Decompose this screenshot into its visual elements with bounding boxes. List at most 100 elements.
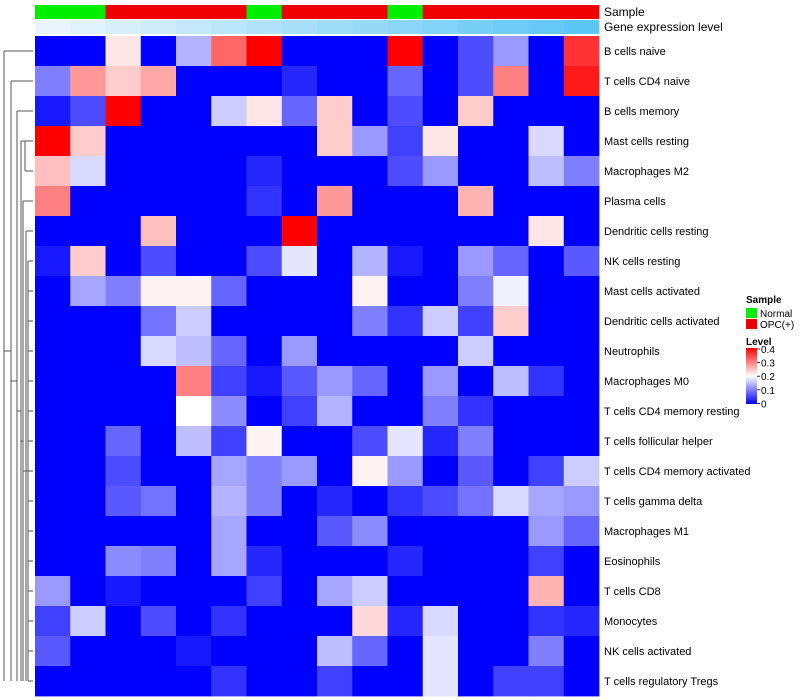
heatmap-cell xyxy=(563,576,600,607)
heatmap-cell xyxy=(246,486,283,517)
heatmap-cell xyxy=(458,456,494,487)
expression-track-cell xyxy=(317,20,353,34)
heatmap-cell xyxy=(528,546,565,577)
heatmap-cell xyxy=(70,156,106,187)
heatmap-cell xyxy=(422,96,459,127)
heatmap-cell xyxy=(422,546,459,577)
heatmap-cell xyxy=(563,366,600,397)
heatmap-cell xyxy=(458,66,494,97)
heatmap-cell xyxy=(176,486,212,517)
sample-annotation-track xyxy=(35,5,600,19)
heatmap-cell xyxy=(317,276,353,307)
heatmap-cell xyxy=(246,576,283,607)
heatmap-cell xyxy=(140,456,177,487)
heatmap-cell xyxy=(211,36,247,67)
heatmap-cell xyxy=(528,636,565,667)
heatmap-cell xyxy=(352,576,388,607)
expression-track-cell xyxy=(422,20,459,34)
heatmap-cell xyxy=(35,396,71,427)
heatmap-cell xyxy=(317,666,353,697)
row-label: Mast cells activated xyxy=(604,286,700,298)
legend-tick-label: 0 xyxy=(761,399,767,410)
heatmap-cell xyxy=(528,126,565,157)
heatmap-cell xyxy=(70,276,106,307)
heatmap-cell xyxy=(458,276,494,307)
heatmap-cell xyxy=(105,516,142,547)
heatmap-cell xyxy=(105,306,142,337)
heatmap-cell xyxy=(211,576,247,607)
heatmap-cell xyxy=(35,66,71,97)
heatmap-cell xyxy=(140,576,177,607)
heatmap-cell xyxy=(246,456,283,487)
row-label: Dendritic cells resting xyxy=(604,226,709,238)
heatmap-cell xyxy=(493,246,529,277)
sample-track-cell xyxy=(70,5,106,19)
heatmap-cell xyxy=(105,366,142,397)
sample-track-cell xyxy=(493,5,529,19)
heatmap-cell xyxy=(35,426,71,457)
heatmap-cell xyxy=(458,306,494,337)
row-label: Macrophages M1 xyxy=(604,526,689,538)
legend-sample-title: Sample xyxy=(746,295,782,306)
heatmap-cell xyxy=(105,486,142,517)
heatmap-cell xyxy=(563,216,600,247)
expression-track-cell xyxy=(246,20,283,34)
heatmap-cell xyxy=(140,96,177,127)
heatmap-cell xyxy=(211,516,247,547)
heatmap-cell xyxy=(387,366,424,397)
heatmap-cell xyxy=(458,156,494,187)
heatmap-cell xyxy=(211,366,247,397)
heatmap-cell xyxy=(387,156,424,187)
heatmap-cell xyxy=(281,606,318,637)
heatmap-cell xyxy=(493,666,529,697)
sample-track-label: Sample xyxy=(604,5,645,19)
expression-annotation-track xyxy=(35,20,600,34)
heatmap-cell xyxy=(35,306,71,337)
sample-track-cell xyxy=(352,5,388,19)
heatmap-cell xyxy=(140,606,177,637)
row-labels: B cells naive T cells CD4 naive B cells me… xyxy=(604,46,751,688)
heatmap-cell xyxy=(422,216,459,247)
heatmap-cell xyxy=(176,396,212,427)
heatmap-cell xyxy=(458,516,494,547)
heatmap-cell xyxy=(105,276,142,307)
heatmap-cell xyxy=(35,516,71,547)
heatmap-cell xyxy=(528,36,565,67)
legend-label: Normal xyxy=(760,309,792,320)
heatmap-cell xyxy=(176,666,212,697)
heatmap-cell xyxy=(70,666,106,697)
expression-track-cell xyxy=(176,20,212,34)
heatmap-cell xyxy=(422,156,459,187)
heatmap-cell xyxy=(563,516,600,547)
heatmap-cell xyxy=(140,336,177,367)
heatmap-cell xyxy=(422,576,459,607)
heatmap-cell xyxy=(528,396,565,427)
heatmap-cell xyxy=(422,186,459,217)
row-label: T cells CD4 naive xyxy=(604,76,690,88)
heatmap-cell xyxy=(493,636,529,667)
heatmap-cell xyxy=(563,96,600,127)
heatmap-cell xyxy=(563,426,600,457)
heatmap-cell xyxy=(105,66,142,97)
heatmap-cell xyxy=(35,246,71,277)
row-label: T cells regulatory Tregs xyxy=(604,676,719,688)
heatmap-cell xyxy=(70,96,106,127)
heatmap-cell xyxy=(281,486,318,517)
heatmap-cell xyxy=(528,576,565,607)
expression-track-cell xyxy=(352,20,388,34)
heatmap-cell xyxy=(352,276,388,307)
heatmap-cell xyxy=(493,276,529,307)
heatmap-cell xyxy=(140,366,177,397)
heatmap-cell xyxy=(246,246,283,277)
heatmap-cell xyxy=(281,66,318,97)
expression-track-cell xyxy=(140,20,177,34)
row-label: T cells CD4 memory resting xyxy=(604,406,740,418)
heatmap-cell xyxy=(281,516,318,547)
heatmap-cell xyxy=(387,426,424,457)
heatmap-cell xyxy=(105,186,142,217)
heatmap-cell xyxy=(211,396,247,427)
heatmap-cell xyxy=(387,606,424,637)
heatmap-cell xyxy=(70,336,106,367)
heatmap-cell xyxy=(211,66,247,97)
